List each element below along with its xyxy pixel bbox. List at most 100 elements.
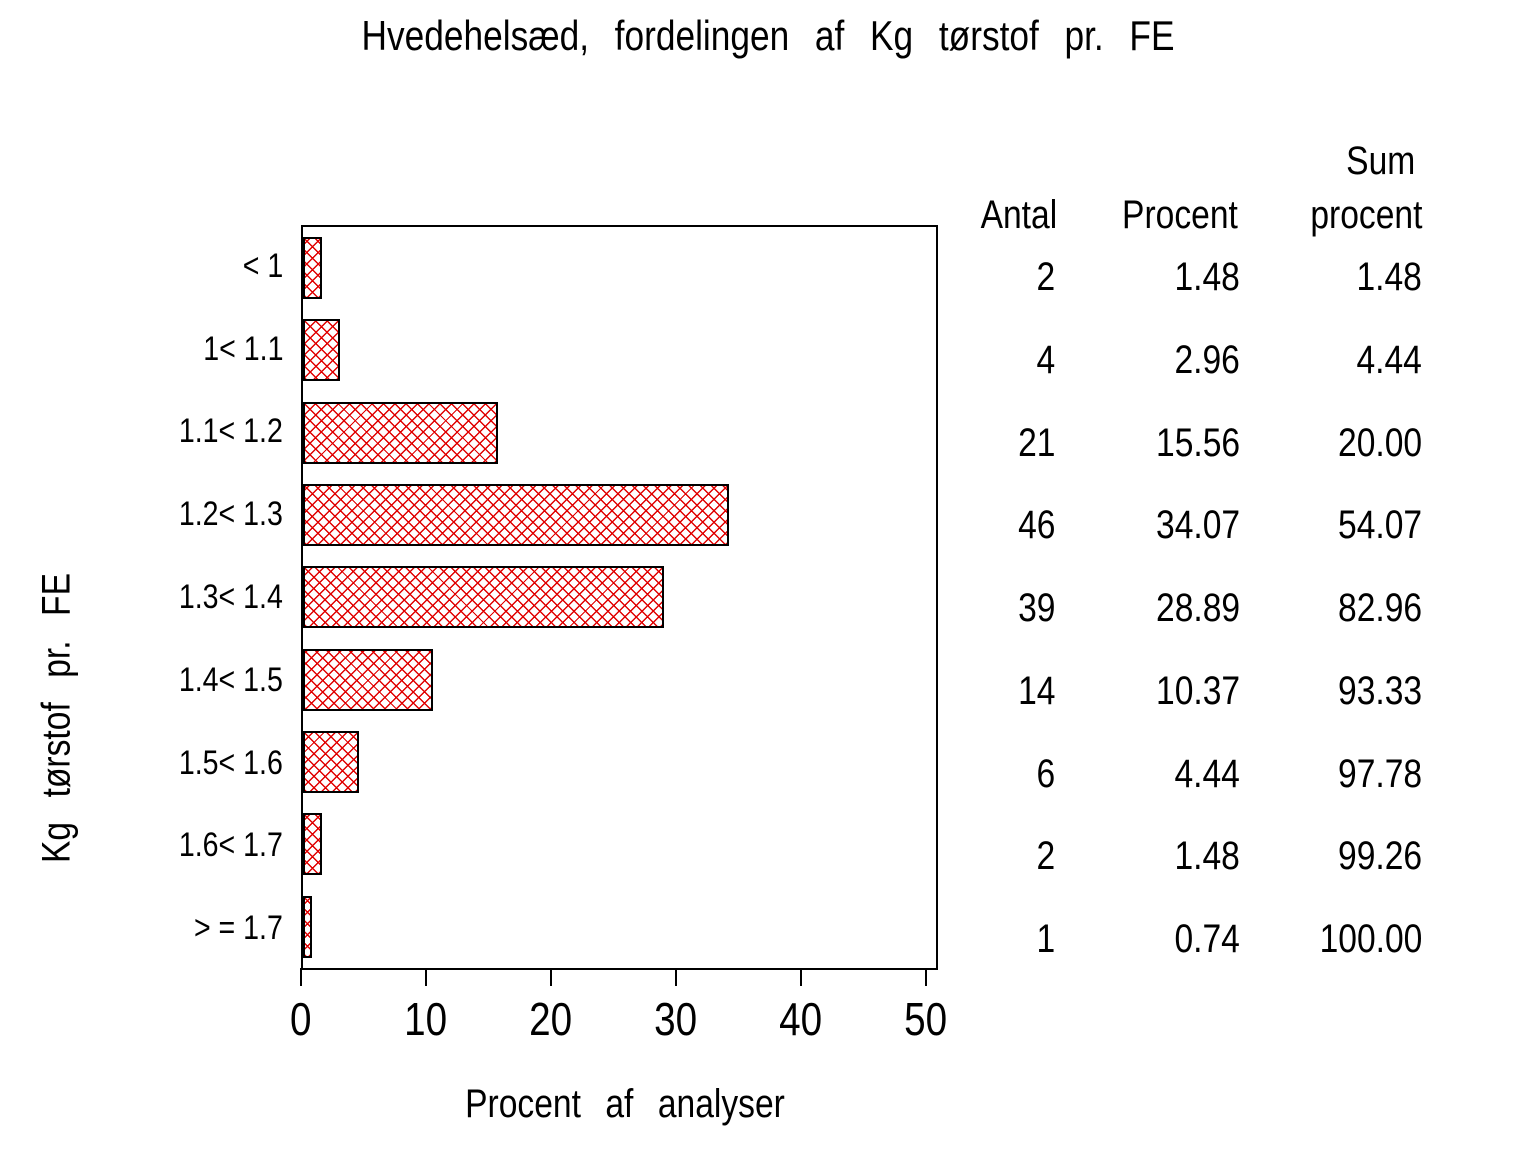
bar-row [303,309,936,391]
category-label-text: 1.6< 1.7 [178,826,283,865]
bar-row [303,556,936,638]
cell-sum-procent-text: 54.07 [1337,503,1422,548]
cell-procent: 4.44 [1162,751,1240,797]
category-label: 1.4< 1.5 [40,639,283,722]
bar-1.2< 1.3 [303,484,729,546]
cell-procent-text: 10.37 [1155,668,1240,713]
x-tick-label-40: 40 [731,994,871,1044]
x-tick-label-50: 50 [856,994,996,1044]
cell-sum-procent-text: 1.48 [1356,255,1422,299]
cell-procent-text: 28.89 [1155,586,1240,631]
x-tick-label-10: 10 [356,994,496,1044]
category-label-text: 1.5< 1.6 [178,743,283,782]
cell-procent: 1.48 [1162,254,1240,300]
x-tick-label-30: 30 [606,994,746,1044]
x-tick-mark-50 [925,968,927,986]
x-tick-mark-0 [300,968,302,986]
cell-procent: 1.48 [1162,833,1240,879]
bar-row [303,721,936,803]
cell-antal-text: 39 [1017,586,1055,631]
cell-sum-procent: 100.00 [1300,916,1422,962]
category-label: 1.3< 1.4 [40,556,283,639]
category-label: > = 1.7 [40,887,283,970]
cell-sum-procent-text: 100.00 [1319,917,1422,962]
bar-row [303,392,936,474]
x-axis-tick-marks [300,968,940,988]
x-tick-label-text: 10 [404,993,448,1045]
cell-antal-text: 2 [1036,834,1055,879]
bar-1.6< 1.7 [303,813,322,876]
cell-antal: 46 [1011,502,1055,548]
cell-antal-text: 4 [1036,337,1055,382]
cell-procent-text: 1.48 [1174,834,1240,879]
cell-procent-text: 15.56 [1155,420,1240,465]
bar-< 1 [303,237,322,299]
bar-1.4< 1.5 [303,648,433,711]
category-label-text: < 1 [242,246,283,285]
table-header-antal-text: Antal [980,193,1057,237]
bar-1.1< 1.2 [303,401,498,464]
cell-procent: 34.07 [1140,502,1240,548]
cell-procent: 28.89 [1140,585,1240,631]
x-tick-mark-10 [425,968,427,986]
cell-antal: 4 [1033,337,1055,383]
bar-> = 1.7 [303,895,313,958]
category-label-text: > = 1.7 [194,909,283,948]
x-tick-label-text: 50 [904,993,948,1045]
x-tick-label-text: 40 [779,993,823,1045]
x-tick-label-text: 20 [529,993,573,1045]
cell-antal: 21 [1011,420,1055,466]
cell-sum-procent: 20.00 [1322,420,1422,466]
cell-sum-procent-text: 93.33 [1337,668,1422,713]
cell-sum-procent-text: 82.96 [1337,586,1422,631]
bar-row [303,803,936,885]
bar-row [303,639,936,721]
cell-antal: 14 [1011,668,1055,714]
cell-procent-text: 0.74 [1174,917,1240,962]
category-label: 1.1< 1.2 [40,391,283,474]
cell-sum-procent: 99.26 [1322,833,1422,879]
cell-sum-procent-text: 99.26 [1337,834,1422,879]
table-header-antal: Antal [966,192,1057,238]
cell-sum-procent-text: 4.44 [1356,337,1422,382]
cell-antal-text: 1 [1036,917,1055,962]
x-tick-label-20: 20 [481,994,621,1044]
x-tick-mark-40 [800,968,802,986]
cell-sum-procent: 93.33 [1322,668,1422,714]
cell-procent-text: 34.07 [1155,503,1240,548]
cell-sum-procent: 82.96 [1322,585,1422,631]
plot-area [301,225,938,970]
cell-sum-procent-text: 20.00 [1337,420,1422,465]
category-label: 1< 1.1 [40,308,283,391]
category-label: 1.5< 1.6 [40,722,283,805]
table-header-sum-line2: procent [1289,192,1422,238]
category-label: < 1 [40,225,283,308]
cell-antal-text: 21 [1017,420,1055,465]
cell-sum-procent: 97.78 [1322,751,1422,797]
table-header-sum-text: Sum [1345,139,1415,183]
category-label-text: 1.1< 1.2 [178,412,283,451]
cell-sum-procent: 54.07 [1322,502,1422,548]
cell-antal: 6 [1033,751,1055,797]
cell-procent-text: 1.48 [1174,255,1240,299]
cell-sum-procent: 4.44 [1344,337,1422,383]
cell-antal: 2 [1033,833,1055,879]
cell-antal: 2 [1033,254,1055,300]
category-label-text: 1< 1.1 [202,329,283,368]
table-header-procent-text: Procent [1122,193,1238,237]
cell-procent: 10.37 [1140,668,1240,714]
x-axis-tick-labels: 0 10 20 30 40 50 [290,994,947,1046]
x-tick-mark-20 [550,968,552,986]
bar-1< 1.1 [303,319,340,382]
x-tick-mark-30 [675,968,677,986]
bar-1.5< 1.6 [303,731,359,793]
x-tick-label-text: 0 [290,993,312,1045]
bar-row [303,886,936,968]
table-header-procent: Procent [1100,192,1238,238]
cell-antal: 1 [1033,916,1055,962]
category-label: 1.6< 1.7 [40,804,283,887]
bar-1.3< 1.4 [303,566,665,629]
cell-procent-text: 4.44 [1174,751,1240,796]
cell-antal-text: 2 [1036,255,1055,299]
